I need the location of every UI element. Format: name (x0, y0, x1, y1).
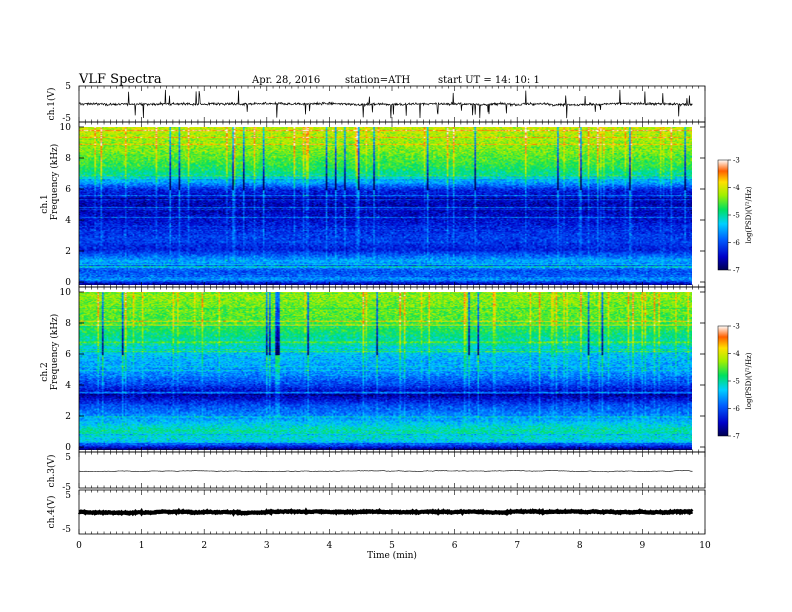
ch1-series-line (78, 89, 693, 119)
xtick-label: 8 (577, 541, 583, 551)
xtick-label: 5 (389, 541, 395, 551)
ch3-ytick-top: 5 (65, 453, 71, 463)
ch1-ytick-top: 5 (65, 82, 71, 92)
colorbar2-tick-label: -6 (733, 405, 740, 413)
spec1-ytick-label: 2 (65, 247, 71, 257)
xtick-label: 3 (264, 541, 270, 551)
ch1-panel: 5 -5 ch.1(V) (46, 82, 706, 124)
spec1-ytick-label: 8 (65, 154, 71, 164)
spec2-ylabel: Frequency (kHz) (49, 314, 60, 391)
colorbar1-tick-label: -7 (733, 267, 740, 275)
colorbar2-tick-label: -7 (733, 433, 740, 441)
plot-title: VLF Spectra (79, 72, 162, 87)
xlabel: Time (min) (367, 550, 417, 561)
colorbar1-tick-label: -6 (733, 239, 740, 247)
colorbar2-tick-label: -5 (733, 378, 740, 386)
ch3-ylabel: ch.3(V) (46, 455, 57, 488)
colorbar-ch1 (717, 159, 729, 271)
xtick-label: 1 (139, 541, 145, 551)
spec2-ytick-label: 2 (65, 412, 71, 422)
ch3-ytick-bottom: -5 (62, 483, 71, 493)
spectrogram-ch1 (79, 127, 692, 285)
ch3-frame (78, 451, 706, 489)
spec1-ytick-label: 6 (65, 185, 71, 195)
colorbar-ch2-label: log(PSD)(V²/Hz) (745, 352, 753, 409)
spec1-ytick-label: 4 (65, 216, 71, 226)
start-time-label: start UT = 14: 10: 1 (438, 75, 540, 86)
xtick-label: 4 (327, 541, 333, 551)
station-label: station=ATH (345, 75, 411, 86)
ch3-series-line (79, 469, 693, 473)
xtick-label: 2 (201, 541, 207, 551)
spec2-ytick-label: 4 (65, 381, 71, 391)
spec1-ylabel: Frequency (kHz) (49, 144, 60, 221)
spec2-channel-label: ch.2 (40, 362, 50, 381)
time-ticks (78, 86, 706, 534)
xtick-label: 0 (76, 541, 82, 551)
ch4-ylabel: ch.4(V) (46, 496, 57, 529)
colorbar-ch1-label: log(PSD)(V²/Hz) (745, 186, 753, 243)
xtick-label: 9 (640, 541, 646, 551)
spectrogram-ch2 (79, 292, 692, 450)
xtick-label: 6 (452, 541, 458, 551)
spec1-ytick-label: 0 (65, 278, 71, 288)
colorbar1-tick-label: -3 (733, 157, 740, 165)
ch1-ytick-bottom: -5 (62, 114, 71, 124)
colorbar-ch2 (717, 325, 729, 437)
colorbar2-tick-label: -4 (733, 350, 740, 358)
xtick-label: 10 (699, 541, 711, 551)
colorbar2-tick-label: -3 (733, 323, 740, 331)
ch3-panel: 5 -5 ch.3(V) (46, 451, 706, 493)
date-label: Apr. 28, 2016 (252, 75, 321, 86)
spec1-ytick-label: 10 (60, 123, 72, 133)
ch4-ytick-bottom: -5 (62, 525, 71, 535)
spec2-ytick-label: 6 (65, 350, 71, 360)
ch4-series-line (77, 507, 694, 517)
colorbar1-tick-label: -4 (733, 184, 740, 192)
spec2-ytick-label: 0 (65, 443, 71, 453)
ch4-panel: 5 -5 ch.4(V) (46, 489, 706, 535)
colorbar1-tick-label: -5 (733, 212, 740, 220)
time-tick-labels: 0 1 2 3 4 5 6 7 8 9 10 (76, 541, 711, 551)
spec2-ytick-label: 10 (60, 288, 72, 298)
ch4-ytick-top: 5 (65, 491, 71, 501)
spec2-ytick-label: 8 (65, 319, 71, 329)
xtick-label: 7 (514, 541, 520, 551)
spec1-channel-label: ch.1 (40, 194, 50, 213)
ch1-ylabel: ch.1(V) (46, 88, 57, 121)
